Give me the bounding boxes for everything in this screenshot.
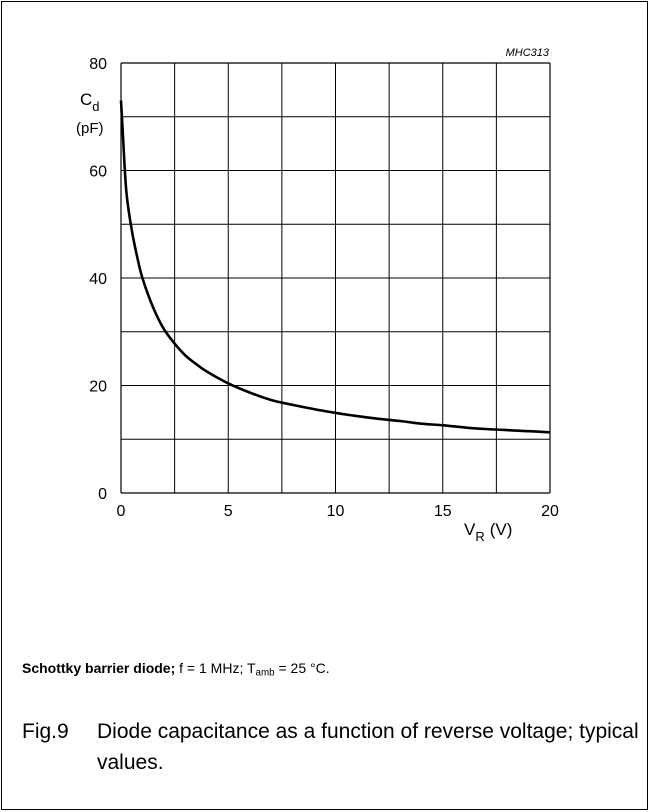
tick-layer: 0 5 10 15 20 0 20 40 60 80 <box>89 56 559 520</box>
chart-code: MHC313 <box>506 47 550 59</box>
caption-bold: Schottky barrier diode; <box>22 660 176 676</box>
caption-post-sub: = 25 °C. <box>274 660 330 676</box>
figure-number: Fig.9 <box>22 720 69 743</box>
series-layer <box>119 100 551 434</box>
y-axis-label-main: C <box>80 90 92 109</box>
x-tick-label: 15 <box>434 503 452 520</box>
y-tick-label: 40 <box>89 271 107 288</box>
caption-pre-sub: f = 1 MHz; T <box>175 660 256 676</box>
chart-caption: Schottky barrier diode; f = 1 MHz; Tamb … <box>22 660 330 679</box>
x-axis-label-main: V <box>464 520 476 539</box>
series-line-0 <box>119 100 551 434</box>
x-tick-label: 5 <box>224 503 233 520</box>
y-axis-label-sub: d <box>92 99 99 114</box>
x-tick-label: 10 <box>327 503 345 520</box>
y-axis-unit: (pF) <box>76 120 104 137</box>
x-axis-label-unit: (V) <box>490 520 513 539</box>
y-tick-label: 80 <box>89 56 107 73</box>
figure-description: Diode capacitance as a function of rever… <box>97 720 639 774</box>
x-tick-label: 0 <box>117 503 126 520</box>
x-axis-label-sub: R <box>475 529 484 544</box>
grid-layer <box>120 62 551 494</box>
y-tick-label: 20 <box>89 379 107 396</box>
y-axis-label: Cd <box>80 90 100 114</box>
caption-sub: amb <box>255 667 275 679</box>
x-axis-label: VR (V) <box>464 520 512 544</box>
y-tick-label: 0 <box>98 486 107 503</box>
x-tick-label: 20 <box>541 503 559 520</box>
y-tick-label: 60 <box>89 164 107 181</box>
